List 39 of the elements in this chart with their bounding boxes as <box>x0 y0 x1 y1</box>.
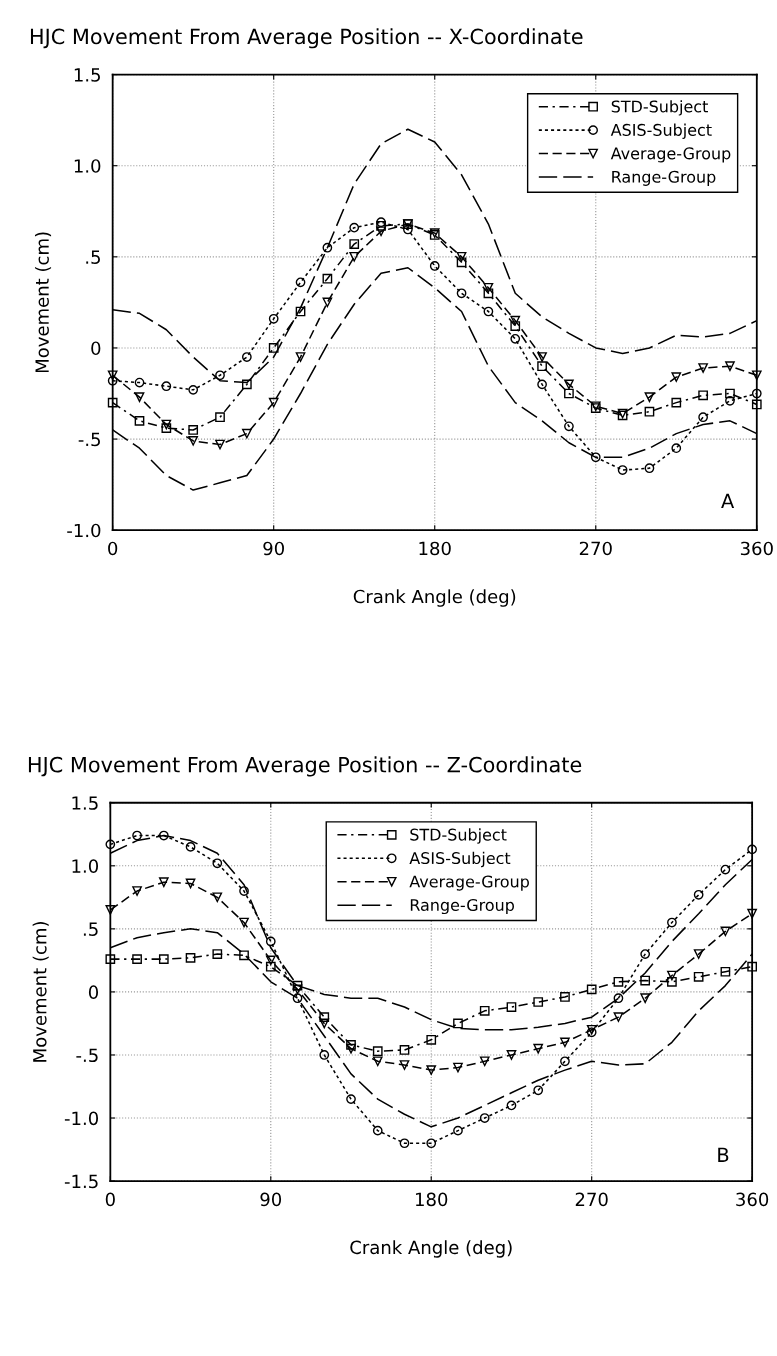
y-axis-title: Movement (cm) <box>32 921 49 1062</box>
y-axis-title: Movement (cm) <box>34 232 52 373</box>
y-tick-label: 1.5 <box>74 68 100 82</box>
x-tick-label: 90 <box>260 1192 282 1207</box>
x-tick-label: 0 <box>108 541 118 556</box>
y-tick-label: -1.0 <box>67 523 101 538</box>
legend-label: STD-Subject <box>410 828 507 844</box>
x-axis-title: Crank Angle (deg) <box>353 589 516 607</box>
x-tick-label: 360 <box>736 1192 769 1207</box>
x-tick-label: 90 <box>263 541 284 556</box>
legend-label: ASIS-Subject <box>409 851 511 868</box>
y-tick-label: 0 <box>91 341 101 356</box>
x-tick-label: 180 <box>419 541 451 556</box>
chart-title: HJC Movement From Average Position -- Z-Coordinate <box>28 756 582 777</box>
legend-label: STD-Subject <box>611 100 708 116</box>
legend-label: Average-Group <box>409 875 529 891</box>
y-tick-label: -1.0 <box>64 1111 99 1126</box>
x-axis-title: Crank Angle (deg) <box>350 1240 512 1258</box>
y-tick-label: 1.0 <box>72 859 99 873</box>
annotation: B <box>718 1147 729 1162</box>
x-tick-label: 0 <box>105 1192 115 1207</box>
chart-title: HJC Movement From Average Position -- X-Coordinate <box>30 28 583 49</box>
legend-label: Average-Group <box>610 147 731 163</box>
legend-label: Range-Group <box>410 898 514 915</box>
annotation: A <box>721 493 735 508</box>
y-tick-label: .5 <box>83 922 98 936</box>
y-tick-label: -.5 <box>78 432 100 447</box>
x-tick-label: 360 <box>740 541 773 556</box>
x-tick-label: 270 <box>575 1192 608 1207</box>
x-tick-label: 180 <box>415 1192 448 1207</box>
x-tick-label: 270 <box>579 541 612 556</box>
y-tick-label: .5 <box>86 250 100 264</box>
y-tick-label: -1.5 <box>64 1174 98 1189</box>
legend-label: ASIS-Subject <box>610 123 712 140</box>
legend-label: Range-Group <box>612 170 716 186</box>
y-tick-label: 0 <box>88 985 99 1000</box>
y-tick-label: 1.5 <box>72 796 98 810</box>
y-tick-label: 1.0 <box>74 159 101 173</box>
y-tick-label: -.5 <box>76 1048 98 1063</box>
